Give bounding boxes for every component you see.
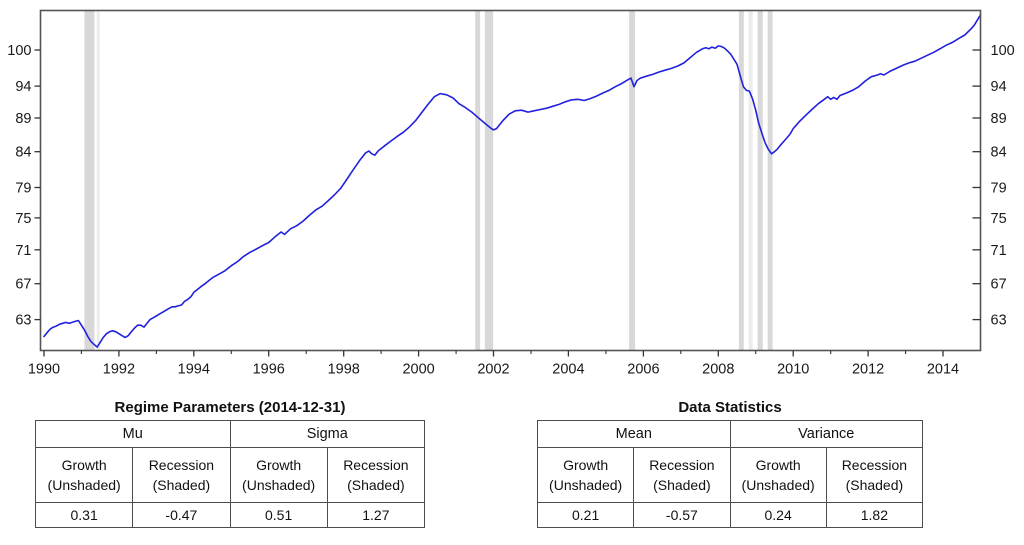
col-header-cell: Growth (Unshaded) <box>229 447 328 503</box>
col-header-line: Growth <box>755 456 801 473</box>
x-axis-tick-label: 2004 <box>552 362 584 378</box>
y-axis-tick-label-right: 71 <box>991 243 1007 259</box>
recession-shading-band <box>767 10 773 351</box>
y-axis-tick-label-right: 79 <box>991 181 1007 197</box>
x-axis-tick-label: 1998 <box>328 362 360 378</box>
recession-shading-band <box>629 10 636 351</box>
col-header-line: Recession <box>841 456 908 473</box>
value-cell: 1.82 <box>825 502 924 528</box>
table-title: Regime Parameters (2014-12-31) <box>114 399 346 416</box>
col-header-line: (Shaded) <box>845 477 904 493</box>
x-axis-tick-label: 1996 <box>253 362 285 378</box>
table-row: Mu Sigma <box>35 420 425 448</box>
recession-shading-band <box>475 10 481 351</box>
y-axis-tick-label-left: 71 <box>15 243 31 259</box>
col-header-line: Recession <box>649 456 715 473</box>
y-axis-tick-label-right: 100 <box>991 43 1015 59</box>
col-header-cell: Recession (Shaded) <box>132 447 231 503</box>
y-axis-tick-label-left: 89 <box>15 111 31 127</box>
col-header-line: (Shaded) <box>347 477 405 493</box>
table-row: 0.21 -0.57 0.24 1.82 <box>536 502 924 528</box>
group-header-cell: Mean <box>537 420 731 448</box>
col-header-cell: Recession (Shaded) <box>825 447 924 503</box>
x-axis-tick-label: 2012 <box>852 362 884 378</box>
recession-shading-band <box>84 10 95 351</box>
col-header-cell: Growth (Unshaded) <box>729 447 827 503</box>
table-row: Growth (Unshaded) Recession (Shaded) Gro… <box>34 447 426 503</box>
x-axis-tick-label: 2008 <box>702 362 734 378</box>
x-axis-tick-label: 2006 <box>627 362 659 378</box>
y-axis-tick-label-right: 94 <box>991 79 1007 95</box>
recession-shading-band <box>96 10 100 351</box>
value-cell: 0.21 <box>536 502 635 528</box>
y-axis-tick-label-left: 94 <box>15 79 31 95</box>
x-axis-tick-label: 1994 <box>178 362 210 378</box>
regime-parameters-table: Regime Parameters (2014-12-31) Mu Sigma … <box>34 399 426 528</box>
x-axis-tick-label: 2002 <box>477 362 509 378</box>
group-header-cell: Mu <box>35 420 231 448</box>
col-header-line: (Unshaded) <box>741 477 815 493</box>
value-cell: 0.51 <box>229 502 328 528</box>
col-header-cell: Growth (Unshaded) <box>536 447 635 503</box>
y-axis-tick-label-left: 84 <box>15 145 31 161</box>
table: Mean Variance Growth (Unshaded) Recessio… <box>536 420 924 528</box>
table-row: Growth (Unshaded) Recession (Shaded) Gro… <box>536 447 924 503</box>
y-axis-tick-label-right: 89 <box>991 111 1007 127</box>
value-cell: 1.27 <box>326 502 426 528</box>
recession-shading-band <box>748 10 753 351</box>
col-header-line: Recession <box>343 456 409 473</box>
recession-shading-band <box>757 10 763 351</box>
table-title: Data Statistics <box>678 399 782 416</box>
table: Mu Sigma Growth (Unshaded) Recession (Sh… <box>34 420 426 528</box>
y-axis-tick-label-left: 79 <box>15 181 31 197</box>
x-axis-tick-label: 2014 <box>927 362 959 378</box>
col-header-line: (Unshaded) <box>549 477 623 493</box>
data-statistics-table: Data Statistics Mean Variance Growth (Un… <box>536 399 924 528</box>
col-header-cell: Growth (Unshaded) <box>34 447 134 503</box>
recession-shading-band <box>738 10 744 351</box>
y-axis-tick-label-right: 67 <box>991 277 1007 293</box>
y-axis-tick-label-right: 63 <box>991 313 1007 329</box>
col-header-cell: Recession (Shaded) <box>633 447 731 503</box>
time-series-chart: 1990 1992 1994 1996 1998 2000 2002 2004 2006 2008… <box>7 9 1015 378</box>
x-axis-tick-label: 1992 <box>103 362 135 378</box>
col-header-line: (Shaded) <box>152 477 211 493</box>
col-header-line: Growth <box>563 456 609 473</box>
y-axis-tick-label-left: 100 <box>7 43 31 59</box>
y-axis-tick-label-left: 67 <box>15 277 31 293</box>
value-cell: 0.24 <box>729 502 827 528</box>
value-cell: -0.47 <box>132 502 231 528</box>
group-header-cell: Sigma <box>229 420 425 448</box>
col-header-line: Growth <box>61 456 107 473</box>
table-row: 0.31 -0.47 0.51 1.27 <box>34 502 426 528</box>
col-header-line: (Unshaded) <box>47 477 121 493</box>
col-header-cell: Recession (Shaded) <box>326 447 426 503</box>
col-header-line: Recession <box>148 456 215 473</box>
x-axis-tick-label: 1990 <box>28 362 60 378</box>
y-axis-tick-label-right: 75 <box>991 211 1007 227</box>
col-header-line: (Unshaded) <box>242 477 316 493</box>
series-line <box>43 14 982 348</box>
x-axis-tick-label: 2010 <box>777 362 809 378</box>
plot-border <box>39 9 982 352</box>
col-header-line: Growth <box>256 456 302 473</box>
table-row: Mean Variance <box>537 420 923 448</box>
value-cell: -0.57 <box>633 502 731 528</box>
y-axis-tick-label-left: 63 <box>15 313 31 329</box>
col-header-line: (Shaded) <box>653 477 711 493</box>
recession-shading-band <box>484 10 494 351</box>
group-header-cell: Variance <box>729 420 923 448</box>
y-axis-tick-label-right: 84 <box>991 145 1007 161</box>
x-axis-tick-label: 2000 <box>402 362 434 378</box>
y-axis-tick-label-left: 75 <box>15 211 31 227</box>
value-cell: 0.31 <box>34 502 134 528</box>
